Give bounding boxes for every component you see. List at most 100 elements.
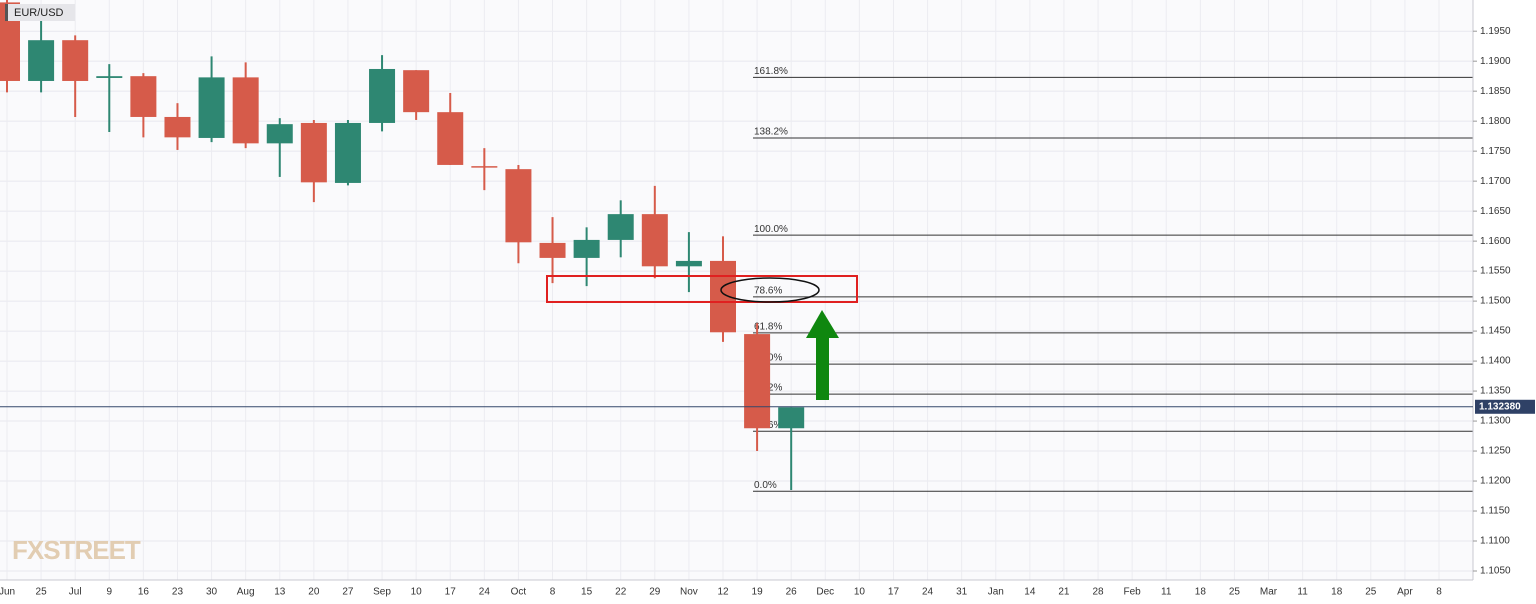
highlight-box: [546, 275, 858, 303]
x-tick-label: 24: [479, 587, 491, 598]
symbol-box-accent: [5, 4, 8, 21]
x-tick-label: 25: [1229, 587, 1241, 598]
x-tick-label: 20: [308, 587, 320, 598]
watermark: FXSTREET: [12, 535, 141, 565]
x-tick-label: 18: [1195, 587, 1207, 598]
x-tick-label: 17: [445, 587, 457, 598]
y-tick-label: 1.1550: [1480, 266, 1511, 277]
candle-body: [266, 124, 293, 144]
symbol-label: EUR/USD: [14, 7, 64, 19]
x-tick-label: 28: [1092, 587, 1104, 598]
y-tick-label: 1.1950: [1480, 26, 1511, 37]
highlight-ellipse: [720, 277, 820, 303]
candles: [0, 0, 805, 491]
x-tick-label: 10: [854, 587, 866, 598]
candle-body: [300, 122, 327, 183]
x-tick-label: 8: [550, 587, 556, 598]
x-tick-label: Aug: [237, 587, 255, 598]
candle-body: [164, 116, 191, 138]
fib-level-label: 100.0%: [754, 224, 788, 235]
x-tick-label: Sep: [373, 587, 391, 598]
candle-body: [403, 70, 430, 113]
y-tick-label: 1.1700: [1480, 176, 1511, 187]
x-tick-label: 18: [1331, 587, 1343, 598]
x-tick-label: Mar: [1260, 587, 1278, 598]
x-tick-label: 31: [956, 587, 968, 598]
candle-body: [437, 112, 464, 165]
x-tick-label: 30: [206, 587, 218, 598]
candle-body: [675, 260, 702, 267]
candle-body: [62, 40, 89, 81]
candle-body: [369, 68, 396, 123]
x-tick-label: 19: [752, 587, 764, 598]
fibonacci-levels: 161.8%138.2%100.0%78.6%61.8%50.0%38.2%23…: [753, 66, 1473, 492]
candle-body: [334, 122, 361, 183]
y-tick-label: 1.1150: [1480, 506, 1510, 517]
x-tick-label: 11: [1161, 587, 1172, 598]
candle-body: [96, 76, 123, 78]
candle-body: [573, 239, 600, 258]
last-price-box: [1475, 399, 1535, 414]
candle-body: [778, 407, 805, 429]
x-tick-label: 25: [36, 587, 48, 598]
x-tick-label: 26: [786, 587, 798, 598]
x-tick-label: 8: [1436, 587, 1442, 598]
y-tick-label: 1.1400: [1480, 356, 1511, 367]
x-tick-label: Apr: [1397, 587, 1413, 598]
x-tick-label: 9: [107, 587, 113, 598]
y-tick-label: 1.1900: [1480, 56, 1511, 67]
x-tick-label: 27: [342, 587, 354, 598]
y-tick-label: 1.1300: [1480, 416, 1511, 427]
candle-body: [0, 2, 20, 81]
x-tick-label: Jan: [988, 587, 1004, 598]
x-tick-label: 15: [581, 587, 593, 598]
arrow-head: [806, 310, 839, 338]
candle-body: [471, 166, 498, 168]
green-arrow: [806, 310, 839, 400]
x-tick-label: 16: [138, 587, 150, 598]
x-tick-label: Jun: [0, 587, 15, 598]
y-tick-label: 1.1500: [1480, 296, 1511, 307]
x-tick-label: Oct: [511, 587, 527, 598]
candle-body: [28, 40, 55, 81]
candle-body: [505, 169, 532, 243]
x-tick-label: 11: [1297, 587, 1308, 598]
x-tick-label: 10: [411, 587, 423, 598]
x-tick-label: 17: [888, 587, 900, 598]
overlay: 1.132380: [0, 399, 1535, 414]
fib-level-label: 61.8%: [754, 322, 782, 333]
candle-body: [641, 214, 668, 267]
y-tick-label: 1.1800: [1480, 116, 1511, 127]
x-tick-label: 12: [717, 587, 729, 598]
x-tick-label: Jul: [69, 587, 82, 598]
symbol-box: [5, 4, 75, 21]
x-tick-label: Dec: [816, 587, 834, 598]
candle-body: [232, 77, 259, 144]
fib-level-label: 138.2%: [754, 127, 788, 138]
x-tick-label: Nov: [680, 587, 698, 598]
last-price-label: 1.132380: [1479, 401, 1521, 412]
x-tick-label: Feb: [1124, 587, 1142, 598]
y-tick-label: 1.1450: [1480, 326, 1511, 337]
y-tick-label: 1.1600: [1480, 236, 1511, 247]
x-tick-label: 24: [922, 587, 934, 598]
x-tick-label: 22: [615, 587, 627, 598]
candle-body: [710, 260, 736, 333]
y-tick-label: 1.1200: [1480, 476, 1511, 487]
y-tick-label: 1.1100: [1480, 536, 1510, 547]
fib-level-label: 78.6%: [754, 286, 782, 297]
x-tick-label: 13: [274, 587, 286, 598]
x-tick-label: 25: [1365, 587, 1377, 598]
candle-body: [539, 242, 566, 258]
y-tick-label: 1.1650: [1480, 206, 1511, 217]
y-tick-label: 1.1750: [1480, 146, 1511, 157]
x-tick-label: 21: [1058, 587, 1070, 598]
x-tick-label: 23: [172, 587, 184, 598]
fib-level-label: 0.0%: [754, 480, 777, 491]
x-tick-label: 29: [649, 587, 661, 598]
candle-body: [744, 334, 771, 429]
arrow-shaft: [816, 337, 829, 400]
fib-level-label: 161.8%: [754, 66, 788, 77]
